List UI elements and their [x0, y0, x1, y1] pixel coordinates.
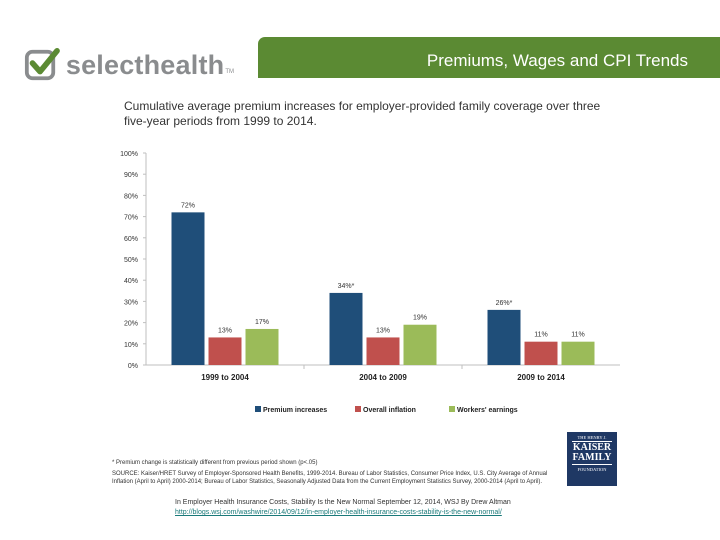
data-label: 13%	[218, 327, 232, 334]
legend-swatch	[355, 406, 361, 412]
y-tick-label: 20%	[124, 321, 138, 328]
footnote: * Premium change is statistically differ…	[112, 460, 318, 466]
y-tick-label: 40%	[124, 278, 138, 285]
chart-title: Cumulative average premium increases for…	[124, 99, 601, 128]
bar	[329, 292, 363, 365]
kff-rule	[572, 441, 612, 442]
bar	[366, 337, 400, 365]
checkmark-logo-icon	[24, 48, 60, 81]
legend-swatch	[449, 406, 455, 412]
legend-label: Overall inflation	[363, 407, 416, 414]
citation-text: In Employer Health Insurance Costs, Stab…	[175, 499, 511, 506]
y-tick-label: 80%	[124, 193, 138, 200]
data-label: 26%*	[496, 300, 513, 307]
header-bar	[258, 37, 720, 78]
bar	[403, 324, 437, 365]
y-tick-label: 50%	[124, 257, 138, 264]
data-label: 34%*	[338, 283, 355, 290]
bar	[487, 309, 521, 365]
y-tick-label: 70%	[124, 215, 138, 222]
y-tick-label: 10%	[124, 342, 138, 349]
kff-line2: KAISER	[572, 442, 612, 453]
selecthealth-logo: selecthealth TM	[24, 45, 234, 85]
data-label: 11%	[571, 332, 585, 339]
logo-trademark: TM	[225, 69, 234, 75]
data-label: 19%	[413, 315, 427, 322]
kaiser-family-foundation-logo: THE HENRY J. KAISER FAMILY FOUNDATION	[567, 432, 617, 486]
source-note: SOURCE: Kaiser/HRET Survey of Employer-S…	[112, 471, 548, 485]
bar	[208, 337, 242, 365]
bar	[245, 328, 279, 365]
y-tick-label: 0%	[128, 363, 138, 370]
y-tick-label: 100%	[120, 151, 138, 158]
data-label: 13%	[376, 327, 390, 334]
kff-line3: FAMILY	[572, 452, 612, 463]
bar	[524, 341, 558, 365]
category-label: 2004 to 2009	[359, 373, 407, 382]
kff-line1: THE HENRY J.	[577, 435, 607, 440]
y-tick-label: 60%	[124, 236, 138, 243]
legend-label: Premium increases	[263, 407, 327, 414]
data-label: 17%	[255, 319, 269, 326]
legend-swatch	[255, 406, 261, 412]
bar	[171, 212, 205, 365]
legend-label: Workers' earnings	[457, 407, 518, 414]
y-tick-label: 90%	[124, 172, 138, 179]
category-label: 1999 to 2004	[201, 373, 249, 382]
citation-link[interactable]: http://blogs.wsj.com/washwire/2014/09/12…	[175, 509, 502, 516]
bar	[561, 341, 595, 365]
y-tick-label: 30%	[124, 299, 138, 306]
logo-text: selecthealth	[65, 49, 225, 80]
data-label: 11%	[534, 332, 548, 339]
citation: In Employer Health Insurance Costs, Stab…	[175, 498, 515, 518]
data-label: 72%	[181, 202, 195, 209]
category-label: 2009 to 2014	[517, 373, 565, 382]
slide-title: Premiums, Wages and CPI Trends	[426, 51, 688, 70]
kff-rule	[572, 464, 612, 465]
kff-line4: FOUNDATION	[577, 467, 607, 472]
